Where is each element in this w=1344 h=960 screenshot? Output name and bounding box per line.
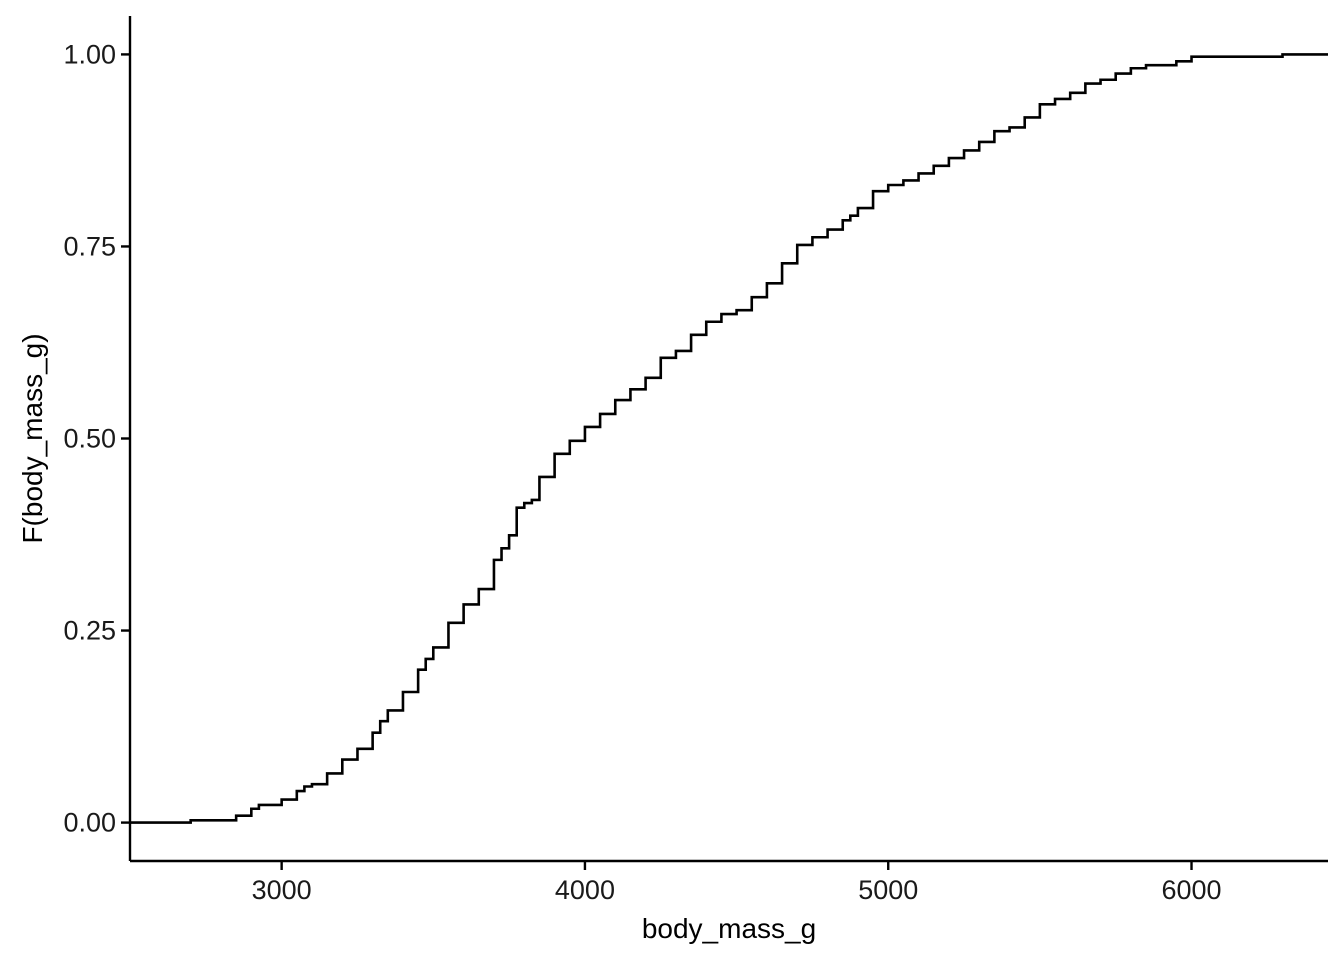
y-tick-label: 1.00 (63, 39, 116, 69)
x-tick-label: 3000 (252, 875, 312, 905)
ecdf-step-line (130, 53, 1328, 824)
y-axis-title: F(body_mass_g) (17, 333, 48, 543)
x-tick-label: 5000 (858, 875, 918, 905)
x-tick-label: 6000 (1161, 875, 1221, 905)
x-axis-ticks: 3000 4000 5000 6000 (252, 861, 1222, 905)
y-tick-label: 0.00 (63, 808, 116, 838)
y-tick-label: 0.75 (63, 231, 116, 261)
y-tick-label: 0.25 (63, 616, 116, 646)
y-axis-ticks: 0.00 0.25 0.50 0.75 1.00 (63, 39, 130, 838)
x-tick-label: 4000 (555, 875, 615, 905)
y-tick-label: 0.50 (63, 424, 116, 454)
x-axis-title: body_mass_g (642, 913, 816, 944)
